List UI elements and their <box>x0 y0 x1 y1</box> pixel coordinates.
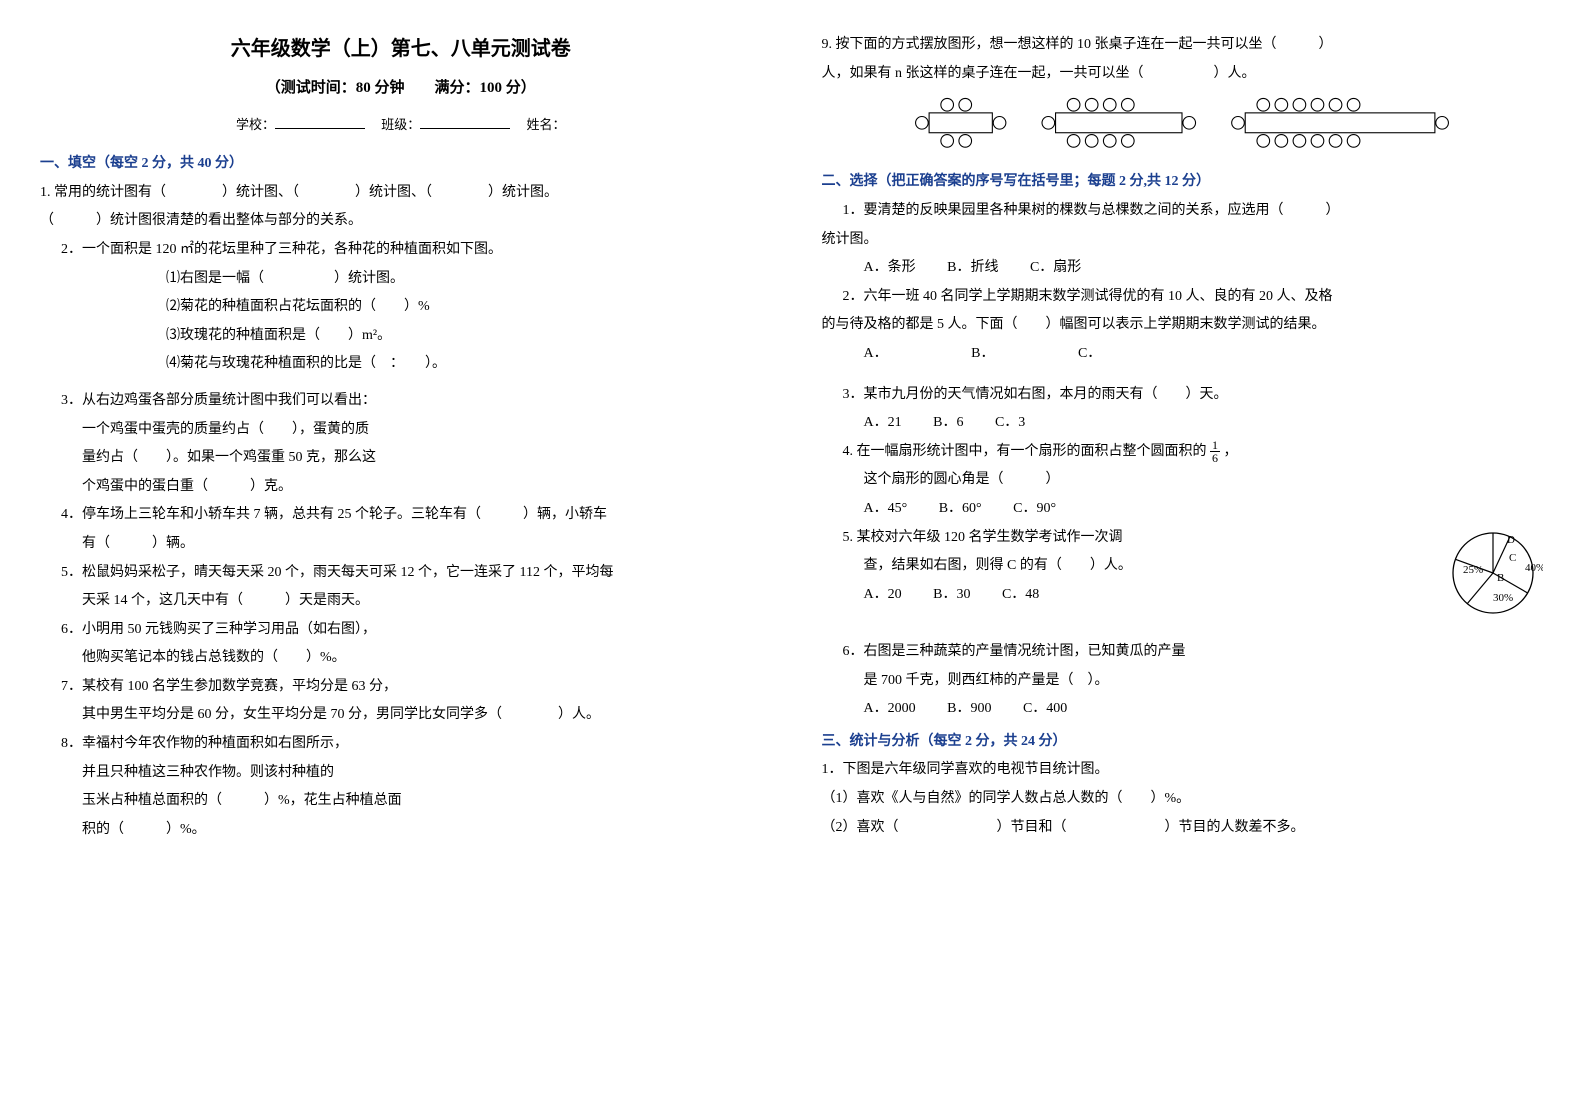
s2q1-opt-b: B．折线 <box>947 260 998 275</box>
s2q3-opt-b: B．6 <box>933 415 963 430</box>
fraction-1-6: 16 <box>1210 439 1220 464</box>
q2-sub2: ⑵菊花的种植面积占花坛面积的（ ）% <box>40 294 762 321</box>
left-column: 六年级数学（上）第七、八单元测试卷 （测试时间：80 分钟 满分：100 分） … <box>40 30 762 845</box>
s2q3-opt-a: A．21 <box>864 415 902 430</box>
q3-line-a: 3．从右边鸡蛋各部分质量统计图中我们可以看出： <box>40 388 762 415</box>
s2q3-opt-c: C．3 <box>995 415 1025 430</box>
section-2-head: 二、选择（把正确答案的序号写在括号里；每题 2 分,共 12 分） <box>822 169 1544 196</box>
s2q1-opt-a: A．条形 <box>864 260 916 275</box>
q6-line-a: 6．小明用 50 元钱购买了三种学习用品（如右图）， <box>40 617 762 644</box>
s2q5-opt-c: C．48 <box>1002 587 1039 602</box>
q7-line-a: 7．某校有 100 名学生参加数学竞赛，平均分是 63 分， <box>40 674 762 701</box>
s2q4-text-b: ， <box>1224 444 1238 459</box>
name-label: 姓名： <box>527 117 566 132</box>
s2q5-opt-b: B．30 <box>933 587 970 602</box>
q5-line-a: 5．松鼠妈妈采松子，晴天每天采 20 个，雨天每天可采 12 个，它一连采了 1… <box>40 560 762 587</box>
q4-line-a: 4．停车场上三轮车和小轿车共 7 辆，总共有 25 个轮子。三轮车有（ ）辆，小… <box>40 502 762 529</box>
s2q4-text-a: 4. 在一幅扇形统计图中，有一个扇形的面积占整个圆面积的 <box>843 444 1207 459</box>
q9-line-a: 9. 按下面的方式摆放图形，想一想这样的 10 张桌子连在一起一共可以坐（ ） <box>822 32 1544 59</box>
q5-line-b: 天采 14 个，这几天中有（ ）天是雨天。 <box>40 588 762 615</box>
s2q2-line-a: 2．六年一班 40 名同学上学期期末数学测试得优的有 10 人、良的有 20 人… <box>822 284 1544 311</box>
q2-sub3: ⑶玫瑰花的种植面积是（ ）m²。 <box>40 323 762 350</box>
section-3-head: 三、统计与分析（每空 2 分，共 24 分） <box>822 729 1544 756</box>
s2q6-line-a: 6．右图是三种蔬菜的产量情况统计图，已知黄瓜的产量 <box>822 639 1544 666</box>
tables-figure <box>822 93 1544 163</box>
q9-line-b: 人，如果有 n 张这样的桌子连在一起，一共可以坐（ ）人。 <box>822 61 1544 88</box>
right-column: 9. 按下面的方式摆放图形，想一想这样的 10 张桌子连在一起一共可以坐（ ） … <box>822 30 1544 845</box>
s3q1-sub2: （2）喜欢（ ）节目和（ ）节目的人数差不多。 <box>822 815 1544 842</box>
s2q5-opt-a: A．20 <box>864 587 902 602</box>
q8-line-c: 玉米占种植总面积的（ ）%，花生占种植总面 <box>40 788 762 815</box>
svg-text:25%: 25% <box>1463 564 1483 576</box>
q3-line-c: 量约占（ ）。如果一个鸡蛋重 50 克，那么这 <box>40 445 762 472</box>
s2q1-line-b: 统计图。 <box>822 227 1544 254</box>
q3-line-b: 一个鸡蛋中蛋壳的质量约占（ ），蛋黄的质 <box>40 417 762 444</box>
s2q4-opt-b: B．60° <box>939 501 982 516</box>
s2q5-line-b: 查，结果如右图，则得 C 的有（ ）人。 <box>822 553 1544 580</box>
svg-text:B: B <box>1497 572 1504 584</box>
school-blank[interactable] <box>275 115 365 129</box>
section-1-head: 一、填空（每空 2 分，共 40 分） <box>40 151 762 178</box>
class-label: 班级： <box>381 117 420 132</box>
s3q1-stem: 1．下图是六年级同学喜欢的电视节目统计图。 <box>822 757 1544 784</box>
exam-subtitle: （测试时间：80 分钟 满分：100 分） <box>40 74 762 103</box>
s2q2-opt-c: C． <box>1078 346 1101 361</box>
q8-line-a: 8．幸福村今年农作物的种植面积如右图所示， <box>40 731 762 758</box>
s2q2-options: A． B． C． <box>822 341 1544 368</box>
s2q2-line-b: 的与待及格的都是 5 人。下面（ ）幅图可以表示上学期期末数学测试的结果。 <box>822 312 1544 339</box>
s2q5-line-a: 5. 某校对六年级 120 名学生数学考试作一次调 <box>822 525 1544 552</box>
s2q3-options: A．21 B．6 C．3 <box>822 410 1544 437</box>
s2q4-opt-c: C．90° <box>1013 501 1056 516</box>
svg-text:D: D <box>1507 534 1515 546</box>
s2q5-options: A．20 B．30 C．48 <box>822 582 1544 609</box>
exam-title: 六年级数学（上）第七、八单元测试卷 <box>40 30 762 68</box>
school-label: 学校： <box>236 117 275 132</box>
s2q1-options: A．条形 B．折线 C．扇形 <box>822 255 1544 282</box>
q2-sub1: ⑴右图是一幅（ ）统计图。 <box>40 266 762 293</box>
q8-line-b: 并且只种植这三种农作物。则该村种植的 <box>40 760 762 787</box>
s2q1-opt-c: C．扇形 <box>1030 260 1081 275</box>
svg-text:30%: 30% <box>1493 592 1513 604</box>
q5-pie-figure: DCB 25% 30% 40% <box>1443 523 1543 634</box>
s3q1-sub1: （1）喜欢《人与自然》的同学人数占总人数的（ ）%。 <box>822 786 1544 813</box>
class-blank[interactable] <box>420 115 510 129</box>
s2q4-stem: 4. 在一幅扇形统计图中，有一个扇形的面积占整个圆面积的 16 ， <box>822 439 1544 466</box>
q8-line-d: 积的（ ）%。 <box>40 817 762 844</box>
svg-text:40%: 40% <box>1525 562 1543 574</box>
s2q6-options: A．2000 B．900 C．400 <box>822 696 1544 723</box>
q2-stem: 2．一个面积是 120 ㎡的花坛里种了三种花，各种花的种植面积如下图。 <box>40 237 762 264</box>
q2-sub4: ⑷菊花与玫瑰花种植面积的比是（ ： ）。 <box>40 351 762 378</box>
s2q2-opt-b: B． <box>971 346 994 361</box>
s2q4-line-c: 这个扇形的圆心角是（ ） <box>822 467 1544 494</box>
s2q4-options: A．45° B．60° C．90° <box>822 496 1544 523</box>
q1-line-a: 1. 常用的统计图有（ ）统计图、（ ）统计图、（ ）统计图。 <box>40 180 762 207</box>
q6-line-b: 他购买笔记本的钱占总钱数的（ ）%。 <box>40 645 762 672</box>
s2q3-stem: 3．某市九月份的天气情况如右图，本月的雨天有（ ）天。 <box>822 382 1544 409</box>
student-info-line: 学校： 班级： 姓名： <box>40 113 762 138</box>
q4-line-b: 有（ ）辆。 <box>40 531 762 558</box>
svg-text:C: C <box>1509 552 1516 564</box>
s2q6-opt-a: A．2000 <box>864 701 916 716</box>
q1-line-b: （ ）统计图很清楚的看出整体与部分的关系。 <box>40 208 762 235</box>
s2q6-opt-b: B．900 <box>947 701 991 716</box>
q7-line-b: 其中男生平均分是 60 分，女生平均分是 70 分，男同学比女同学多（ ）人。 <box>40 702 762 729</box>
frac-den: 6 <box>1210 452 1220 464</box>
s2q6-line-b: 是 700 千克，则西红柿的产量是（ ）。 <box>822 668 1544 695</box>
s2q1-line-a: 1．要清楚的反映果园里各种果树的棵数与总棵数之间的关系，应选用（ ） <box>822 198 1544 225</box>
s2q4-opt-a: A．45° <box>864 501 908 516</box>
q3-line-d: 个鸡蛋中的蛋白重（ ）克。 <box>40 474 762 501</box>
s2q2-opt-a: A． <box>864 346 888 361</box>
s2q6-opt-c: C．400 <box>1023 701 1067 716</box>
